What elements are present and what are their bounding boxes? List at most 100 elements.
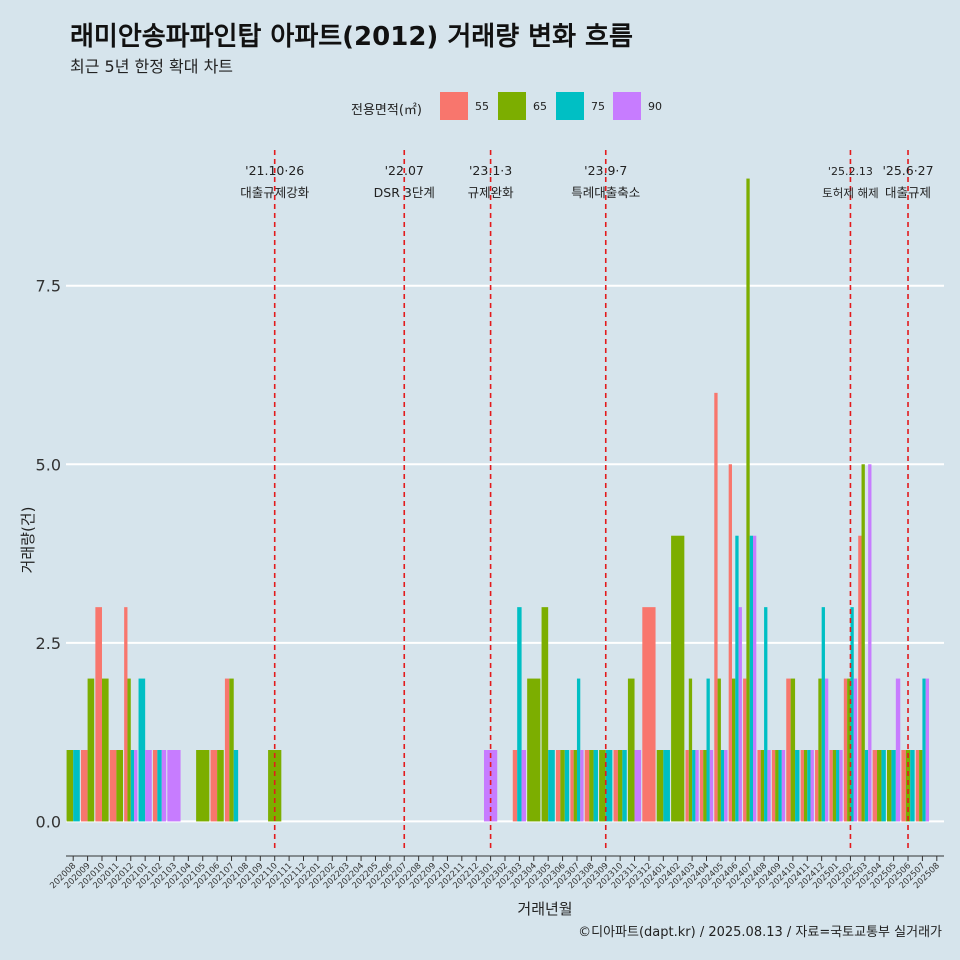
bar-202507-55: [915, 750, 920, 822]
y-tick-label: 5.0: [36, 455, 61, 474]
bar-202012-75: [130, 750, 135, 822]
bar-202412-75: [821, 607, 825, 822]
bar-202404-65: [703, 750, 707, 822]
bar-202107-55: [224, 678, 230, 822]
bar-202409-55: [771, 750, 776, 822]
bar-202309-75: [605, 750, 613, 822]
bar-202504-65: [877, 750, 882, 822]
bar-202401-65: [656, 750, 664, 822]
bar-202102-90: [161, 750, 167, 822]
bar-202507-75: [922, 678, 926, 822]
bar-202012-90: [134, 750, 138, 822]
bar-202011-65: [116, 750, 123, 822]
bar-202406-90: [738, 607, 742, 822]
bar-202501-55: [829, 750, 833, 822]
event-label: 규제완화: [468, 185, 515, 200]
bar-202310-75: [622, 750, 627, 822]
bar-202401-75: [663, 750, 670, 822]
bar-202102-55: [152, 750, 158, 822]
bar-202402-65: [671, 535, 685, 822]
y-tick-label: 2.5: [36, 634, 61, 653]
bar-202406-55: [728, 464, 732, 822]
source-caption: ©디아파트(dapt.kr) / 2025.08.13 / 자료=국토교통부 실…: [578, 925, 942, 940]
bar-202106-55: [210, 750, 218, 822]
bar-202012-55: [124, 607, 128, 822]
bar-202404-90: [709, 750, 714, 822]
bar-202411-90: [810, 750, 814, 822]
legend-label-75: 75: [591, 100, 605, 113]
bar-202306-65: [560, 750, 565, 822]
y-tick-label: 0.0: [36, 812, 61, 831]
bar-202303-75: [517, 607, 522, 822]
bar-202307-90: [580, 750, 584, 822]
event-date: '23.1·3: [469, 163, 512, 178]
bar-202407-65: [746, 178, 750, 822]
bar-202506-55: [901, 750, 906, 822]
bar-202506-75: [910, 750, 915, 822]
bar-202405-55: [714, 392, 718, 822]
bar-202008-65: [66, 750, 74, 822]
bar-202506-65: [905, 750, 911, 822]
bar-202304-65: [527, 678, 541, 822]
chart-subtitle: 최근 5년 한정 확대 차트: [70, 57, 234, 76]
legend-label-90: 90: [648, 100, 662, 113]
bar-202408-90: [767, 750, 771, 822]
legend-label-55: 55: [475, 100, 489, 113]
bar-202306-75: [564, 750, 570, 822]
bar-202404-75: [706, 678, 710, 822]
legend-key-75: [556, 92, 584, 120]
legend-key-55: [440, 92, 468, 120]
bar-202307-55: [570, 750, 574, 822]
legend-label-65: 65: [533, 100, 547, 113]
bar-202503-90: [868, 464, 872, 822]
bar-202503-65: [861, 464, 865, 822]
bar-202107-65: [229, 678, 234, 822]
bar-202311-65: [627, 678, 635, 822]
bar-202309-65: [599, 750, 606, 822]
bar-202505-75: [891, 750, 896, 822]
bar-202502-75: [850, 607, 854, 822]
bar-202012-65: [127, 678, 131, 822]
bar-202502-55: [843, 678, 848, 822]
bar-202505-90: [895, 678, 901, 822]
event-label: 대출규제: [885, 185, 931, 200]
bar-202412-90: [824, 678, 829, 822]
bar-202407-55: [743, 678, 747, 822]
bar-202504-75: [881, 750, 886, 822]
bar-202308-55: [584, 750, 590, 822]
legend-key-65: [498, 92, 526, 120]
bar-202411-75: [807, 750, 811, 822]
event-date: '25.6·27: [882, 163, 933, 178]
bar-202105-65: [196, 750, 210, 822]
bar-202303-90: [521, 750, 527, 822]
bar-202305-75: [548, 750, 555, 822]
bar-202102-75: [157, 750, 162, 822]
bar-202106-65: [217, 750, 224, 822]
bar-202411-65: [803, 750, 808, 822]
chart-title: 래미안송파파인탑 아파트(2012) 거래량 변화 흐름: [70, 22, 633, 52]
bar-202410-75: [795, 750, 800, 822]
bar-202310-55: [613, 750, 618, 822]
bar-202405-65: [717, 678, 721, 822]
bar-202011-55: [109, 750, 117, 822]
bar-202501-65: [832, 750, 837, 822]
bar-202507-90: [925, 678, 930, 822]
bar-202406-75: [735, 535, 739, 822]
bar-202312-55: [642, 607, 656, 822]
bar-202408-65: [760, 750, 765, 822]
bar-202403-65: [688, 678, 693, 822]
bar-202501-90: [839, 750, 843, 822]
event-date: '23.9·7: [584, 163, 627, 178]
bar-202411-55: [800, 750, 804, 822]
y-axis-title: 거래량(건): [19, 507, 37, 574]
bar-202503-75: [864, 750, 869, 822]
bar-202403-90: [695, 750, 699, 822]
bar-202502-65: [847, 678, 851, 822]
bar-202405-75: [720, 750, 725, 822]
bar-202010-55: [95, 607, 102, 822]
bar-202307-65: [573, 750, 577, 822]
event-date: '22.07: [385, 163, 424, 178]
bar-202404-55: [699, 750, 704, 822]
bar-202502-90: [853, 678, 858, 822]
bar-202412-65: [818, 678, 822, 822]
